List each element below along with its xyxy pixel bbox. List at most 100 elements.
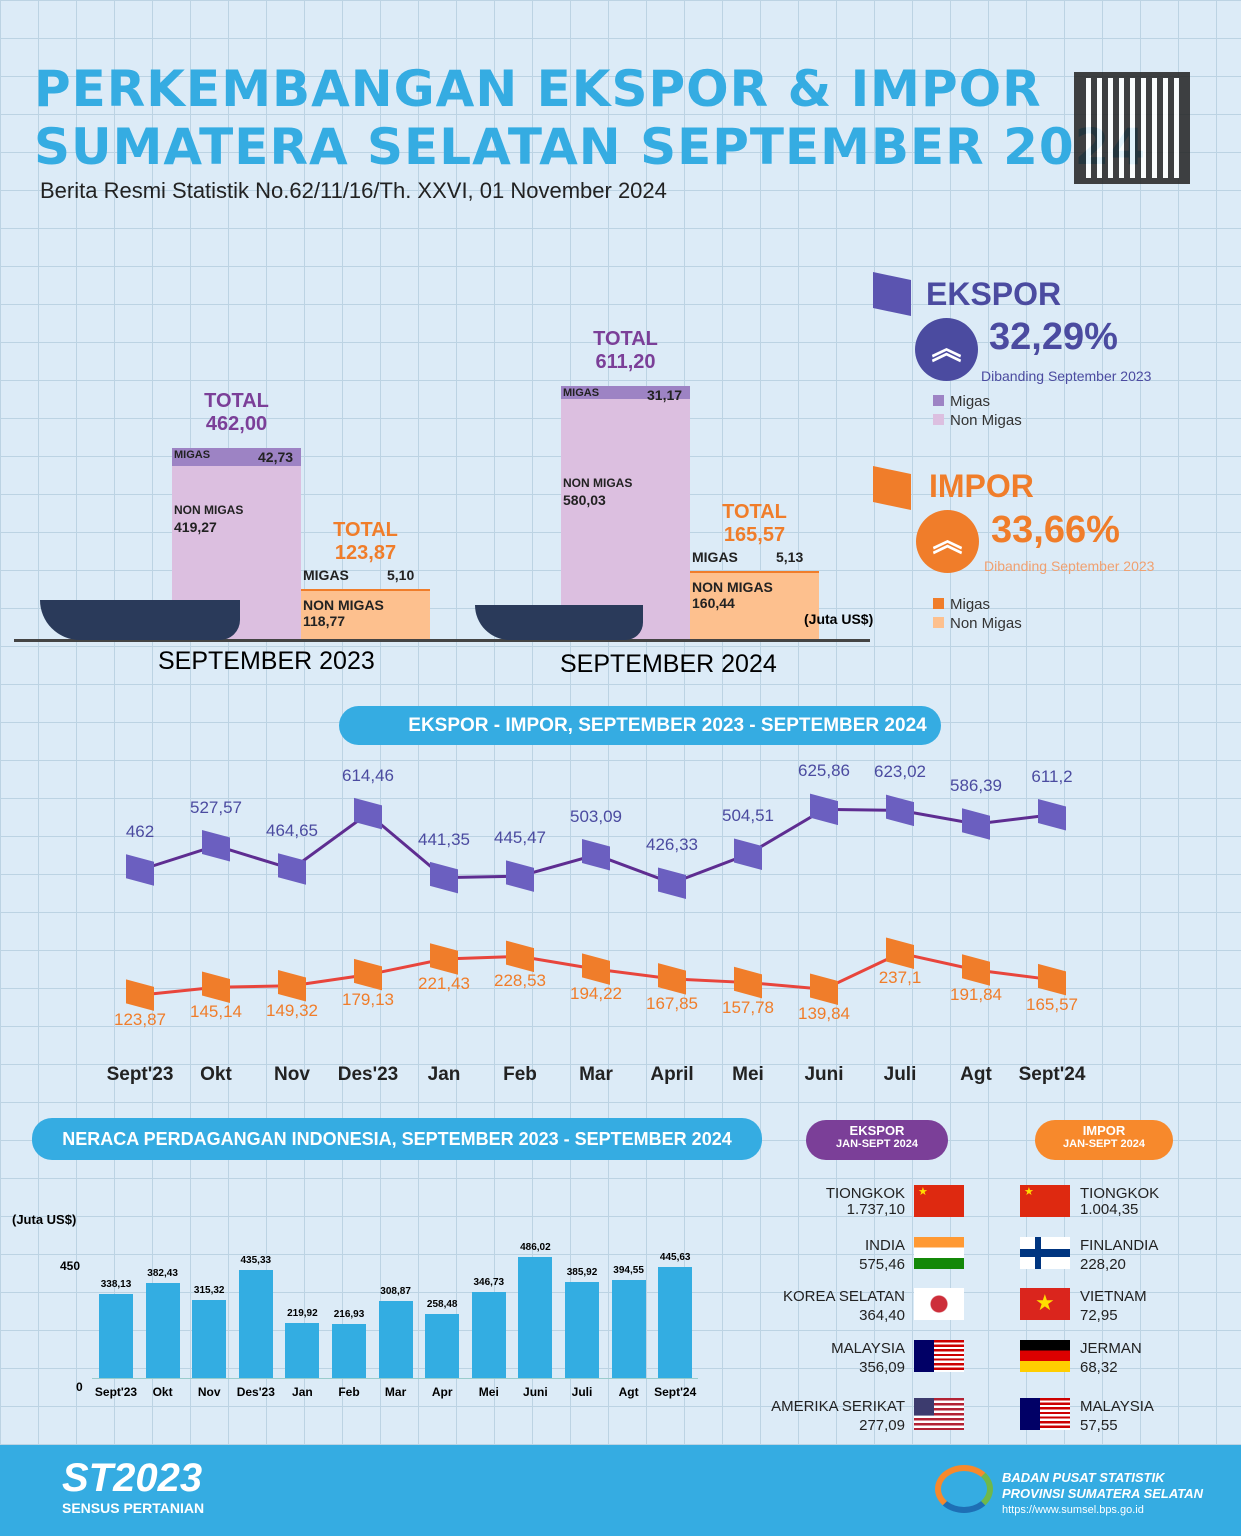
container-marker — [202, 829, 230, 862]
data-label: 611,2 — [1031, 766, 1073, 786]
impor-change: 33,66% — [991, 509, 1120, 551]
container-marker — [126, 854, 154, 886]
bar-value-label: 315,32 — [193, 1284, 225, 1296]
x-tick-label: Okt — [200, 1064, 232, 1085]
ekspor-total: TOTAL 611,20 — [593, 328, 658, 374]
migas-label: MIGAS — [303, 566, 349, 583]
data-label: 145,14 — [190, 1002, 242, 1022]
ekspor-migas-bar — [561, 386, 690, 400]
ekspor-heading: EKSPOR — [926, 276, 1062, 312]
x-tick-label: Okt — [152, 1385, 173, 1399]
st2023-logo: ST2023 — [62, 1456, 203, 1500]
qr-code[interactable] — [1074, 72, 1190, 184]
container-marker — [506, 860, 534, 892]
korea-flag-icon — [914, 1288, 964, 1320]
data-label: 237,1 — [878, 968, 922, 988]
x-tick-label: Sept'23 — [94, 1385, 138, 1399]
data-label: 194,22 — [570, 984, 622, 1004]
logo-sub: SENSUS PERTANIAN — [62, 1500, 205, 1516]
container-marker — [886, 794, 914, 827]
bar-chart-title: NERACA PERDAGANGAN INDONESIA, SEPTEMBER … — [32, 1118, 762, 1160]
data-label: 445,47 — [494, 828, 546, 848]
bar — [471, 1291, 506, 1378]
germany-flag-icon — [1020, 1340, 1070, 1372]
impor-nonmigas-bar — [690, 573, 819, 640]
impor-migas-bar — [690, 571, 819, 574]
website-link[interactable]: https://www.sumsel.bps.go.id — [1002, 1504, 1144, 1516]
x-tick-label: Jan — [292, 1385, 313, 1399]
container-marker — [886, 937, 914, 969]
x-tick-label: April — [650, 1064, 694, 1085]
data-label: 139,84 — [798, 1004, 850, 1024]
migas-value: 5,13 — [776, 549, 804, 566]
partner-item: TIONGKOK 1.737,10 — [825, 1185, 905, 1218]
data-label: 157,78 — [722, 997, 774, 1017]
bar-value-label: 219,92 — [287, 1308, 318, 1320]
impor-note: Dibanding September 2023 — [984, 558, 1155, 574]
bar — [565, 1281, 599, 1378]
ground-line — [14, 639, 870, 642]
partner-item: INDIA 575,46 — [859, 1237, 905, 1273]
migas-value: 5,10 — [387, 566, 415, 583]
container-marker — [126, 979, 154, 1011]
x-tick-label: Juni — [804, 1064, 844, 1085]
data-label: 149,32 — [266, 1000, 318, 1020]
impor-total: TOTAL 165,57 — [722, 501, 787, 547]
legend-nonmigas: Non Migas — [933, 615, 1022, 632]
container-marker — [734, 966, 762, 999]
migas-value: 42,73 — [258, 449, 294, 466]
migas-value: 31,17 — [647, 387, 683, 404]
container-marker — [658, 867, 686, 899]
chevrons-up-icon: ︽ — [916, 510, 979, 573]
container-marker — [582, 953, 610, 985]
container-marker — [278, 969, 306, 1002]
data-label: 625,86 — [798, 761, 850, 781]
india-flag-icon — [914, 1237, 964, 1269]
malaysia-flag-icon — [1020, 1398, 1070, 1430]
container-marker — [202, 971, 230, 1003]
container-marker — [658, 963, 686, 995]
bar — [378, 1301, 413, 1378]
usa-flag-icon — [914, 1398, 964, 1430]
x-tick-label: Juli — [883, 1064, 917, 1085]
x-tick-label: Des'23 — [337, 1064, 399, 1085]
container-marker — [506, 940, 534, 973]
x-tick-label: Apr — [431, 1385, 453, 1399]
nonmigas-value: 419,27 — [174, 519, 217, 536]
data-label: 623,02 — [874, 762, 926, 782]
bar — [238, 1269, 273, 1378]
x-tick-label: Nov — [197, 1385, 221, 1399]
container-marker — [962, 954, 990, 986]
nonmigas-label: NON MIGAS — [174, 503, 244, 518]
nonmigas-value: 118,77 — [303, 612, 346, 629]
bar-value-label: 346,73 — [473, 1276, 505, 1288]
data-label: 228,53 — [494, 971, 546, 991]
unit-label: (Juta US$) — [804, 611, 874, 627]
x-tick-label: Sept'24 — [654, 1385, 697, 1399]
bar-value-label: 258,48 — [426, 1298, 458, 1310]
migas-label: MIGAS — [174, 449, 211, 462]
partner-item: VIETNAM 72,95 — [1080, 1288, 1147, 1324]
partner-item: MALAYSIA 356,09 — [831, 1340, 905, 1376]
x-tick-label: Juni — [523, 1385, 548, 1399]
title-line1: PERKEMBANGAN EKSPOR & IMPOR — [34, 60, 1042, 118]
container-marker — [430, 861, 458, 894]
footer — [0, 1445, 1241, 1536]
china-flag-icon: ★ — [1020, 1185, 1070, 1217]
container-marker — [354, 797, 382, 830]
container-marker — [810, 973, 838, 1005]
bar — [518, 1257, 553, 1378]
data-label: 462 — [125, 822, 155, 841]
bar-value-label: 338,13 — [100, 1278, 132, 1290]
partner-item: JERMAN 68,32 — [1080, 1340, 1142, 1376]
ekspor-migas-bar — [172, 448, 301, 466]
ekspor-total: TOTAL 462,00 — [204, 390, 269, 436]
finland-flag-icon — [1020, 1237, 1070, 1269]
data-label: 441,35 — [418, 829, 470, 849]
x-tick-label: Mei — [478, 1385, 499, 1399]
data-label: 464,65 — [266, 821, 318, 841]
container-marker — [354, 958, 382, 991]
container-marker — [278, 853, 306, 885]
container-marker — [1038, 799, 1066, 831]
ekspor-change: 32,29% — [989, 316, 1118, 358]
